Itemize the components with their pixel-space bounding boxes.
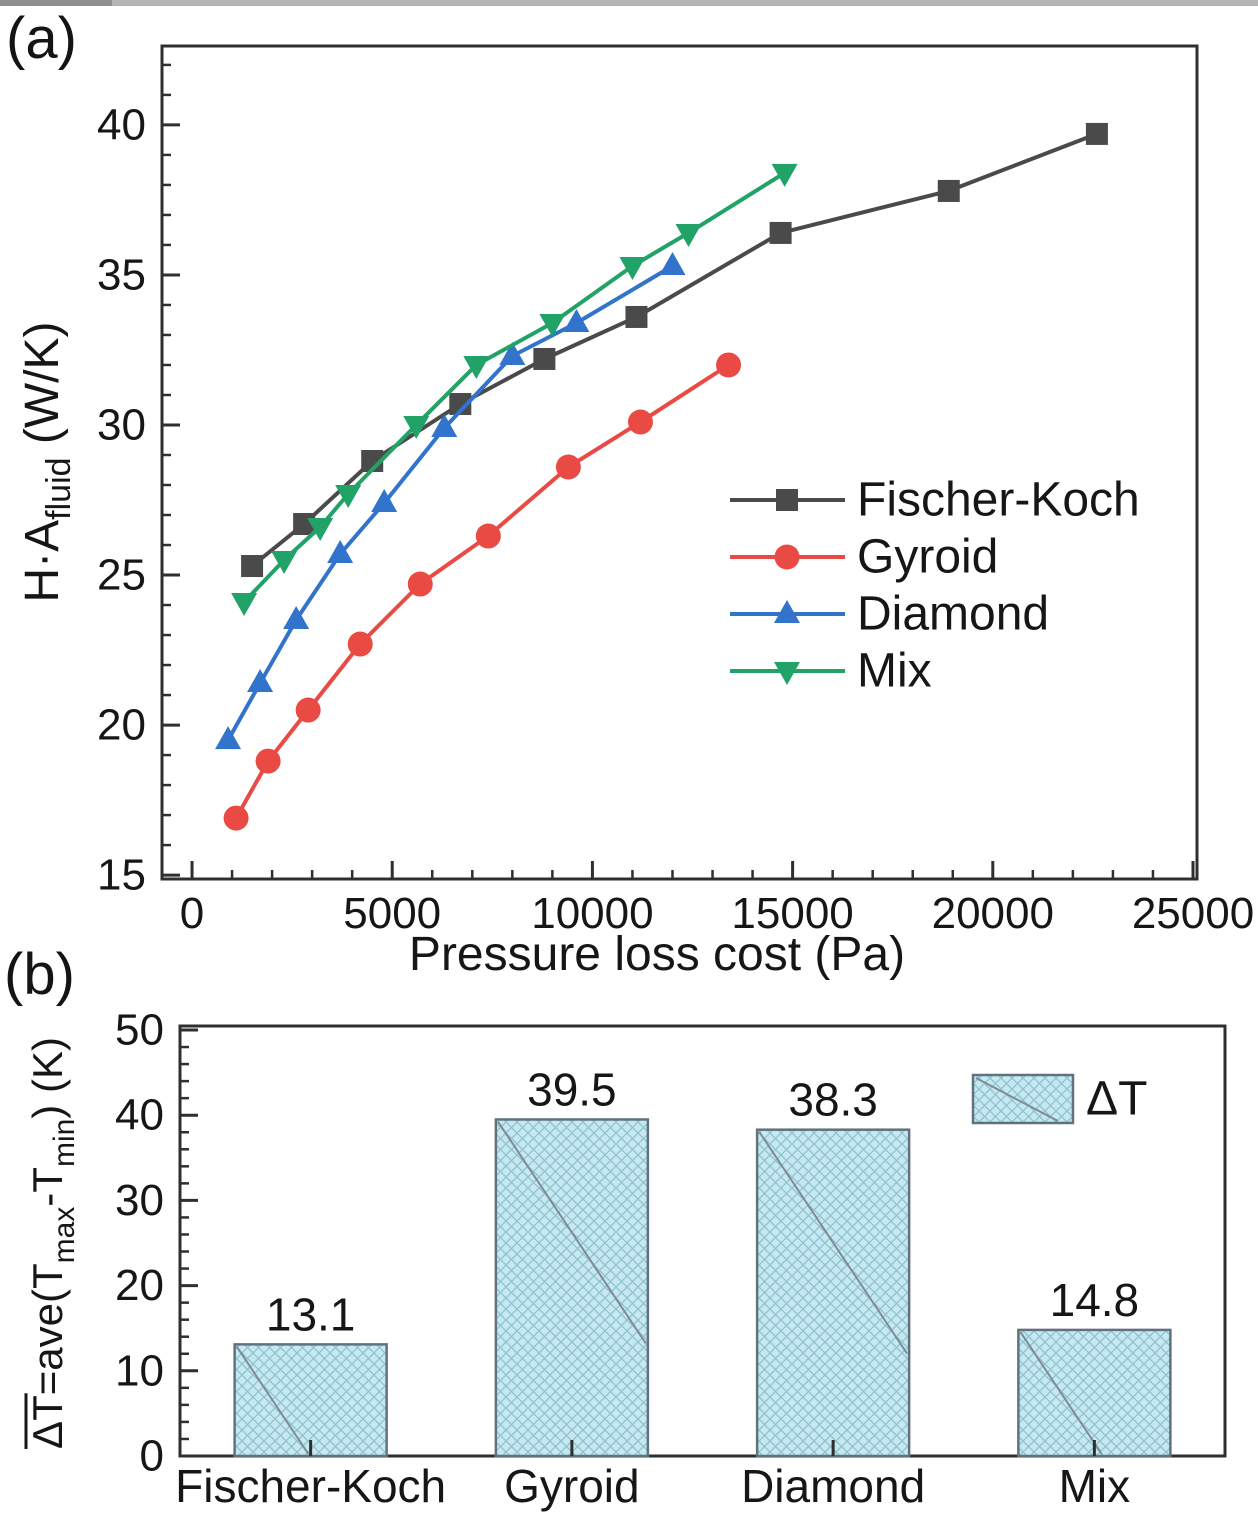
y-tick-label: 20 — [115, 1261, 164, 1310]
chart-b-frame — [178, 1024, 1227, 1458]
panel-a-label: (a) — [6, 6, 77, 71]
bar-mix: 14.8 Mix — [1017, 1274, 1172, 1512]
chart-a-y-axis: 15 20 25 30 35 40 H·Afluid (W/K) — [16, 63, 180, 900]
chart-b-legend: ΔT — [971, 1073, 1147, 1126]
y-tick-label: 10 — [115, 1346, 164, 1395]
panel-b-label: (b) — [4, 942, 75, 1007]
bar-gyroid: 39.5 Gyroid — [494, 1063, 650, 1512]
bar-diamond: 38.3 Diamond — [741, 1074, 925, 1512]
y-tick-label: 25 — [97, 551, 146, 600]
x-tick-label: 10000 — [531, 889, 653, 938]
legend-entry-mix: Mix — [730, 645, 932, 698]
series-diamond — [215, 251, 686, 750]
page-top-edge — [0, 0, 1258, 6]
chart-a-frame — [160, 44, 1199, 881]
y-tick-label: 30 — [115, 1176, 164, 1225]
svg-text:H·Afluid (W/K): H·Afluid (W/K) — [16, 321, 78, 602]
chart-a: 0 5000 10000 15000 20000 25000 Pressure loss c… — [16, 44, 1254, 981]
y-tick-label: 0 — [140, 1432, 164, 1481]
legend-entry-gyroid: Gyroid — [730, 531, 998, 584]
x-tick-label: 0 — [180, 889, 204, 938]
bar-value-label: 14.8 — [1050, 1274, 1140, 1326]
category-label: Gyroid — [504, 1460, 639, 1512]
chart-b-ylabel: ΔT=ave(Tmax-Tmin) (K) — [24, 1037, 81, 1449]
legend-label: Diamond — [857, 588, 1049, 641]
legend-entry-fischer-koch: Fischer-Koch — [730, 474, 1140, 527]
legend-label: Fischer-Koch — [857, 474, 1140, 527]
chart-b-y-axis: 0 10 20 30 40 50 ΔT=ave(Tmax-Tmin) (K) — [24, 1006, 198, 1481]
bar-value-label: 38.3 — [788, 1074, 878, 1126]
legend-entry-diamond: Diamond — [730, 588, 1049, 641]
bar-value-label: 39.5 — [527, 1063, 617, 1115]
legend-label: Gyroid — [857, 531, 998, 584]
legend-label: ΔT — [1086, 1073, 1147, 1126]
y-tick-label: 35 — [97, 250, 146, 299]
series-gyroid — [223, 352, 742, 831]
x-tick-label: 20000 — [932, 889, 1054, 938]
svg-text:ΔT=ave(Tmax-Tmin) (K): ΔT=ave(Tmax-Tmin) (K) — [24, 1037, 81, 1449]
chart-a-ylabel: H·Afluid (W/K) — [16, 321, 78, 602]
x-tick-label: 15000 — [731, 889, 853, 938]
chart-a-xlabel: Pressure loss cost (Pa) — [409, 928, 905, 981]
y-tick-label: 40 — [115, 1091, 164, 1140]
y-tick-label: 50 — [115, 1006, 164, 1055]
y-tick-label: 30 — [97, 400, 146, 449]
bar-fischer-koch: 13.1 Fischer-Koch — [175, 1288, 446, 1512]
x-tick-label: 25000 — [1132, 889, 1254, 938]
x-tick-label: 5000 — [343, 889, 441, 938]
y-tick-label: 15 — [97, 851, 146, 900]
page-top-edge-segment — [0, 0, 112, 6]
chart-a-x-axis: 0 5000 10000 15000 20000 25000 Pressure loss c… — [180, 861, 1254, 981]
legend-label: Mix — [857, 645, 932, 698]
y-tick-label: 40 — [97, 100, 146, 149]
category-label: Mix — [1059, 1460, 1131, 1512]
series-mix — [231, 163, 798, 617]
category-label: Fischer-Koch — [175, 1460, 446, 1512]
category-label: Diamond — [741, 1460, 925, 1512]
y-tick-label: 20 — [97, 701, 146, 750]
legend-swatch — [971, 1073, 1075, 1125]
chart-b: 0 10 20 30 40 50 ΔT=ave(Tmax-Tmin) (K) 13.1 Fisc… — [24, 1006, 1227, 1512]
bar-value-label: 13.1 — [266, 1288, 356, 1340]
